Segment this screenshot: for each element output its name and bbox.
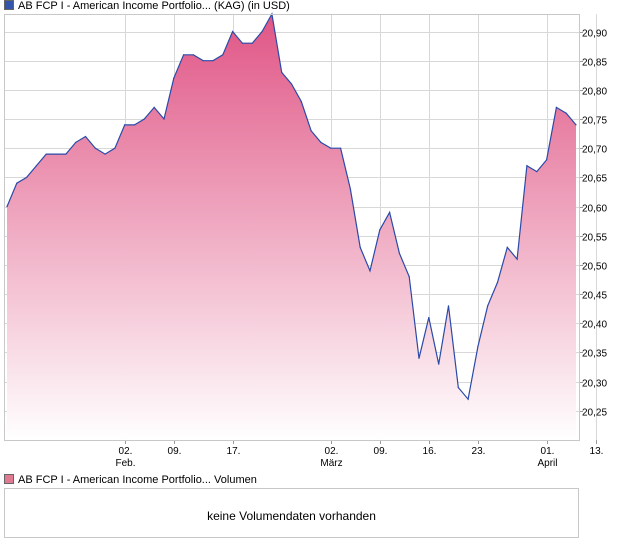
plot-border [4, 14, 580, 441]
price-point [565, 112, 567, 114]
price-point [447, 305, 450, 307]
price-point [6, 206, 8, 208]
x-tick-label: 02. [325, 446, 339, 457]
x-tick-label: 09. [168, 446, 182, 457]
price-point [65, 153, 67, 155]
price-legend-label: AB FCP I - American Income Portfolio... … [18, 0, 290, 12]
price-point [84, 135, 87, 138]
price-point [183, 54, 185, 56]
price-point [222, 54, 224, 56]
price-point [457, 386, 459, 389]
volume-legend-swatch [4, 474, 14, 484]
price-point [359, 246, 361, 248]
price-point [104, 153, 106, 155]
price-point [133, 124, 136, 126]
price-points [6, 13, 577, 400]
y-tick-label: 20,55 [582, 233, 607, 244]
price-point [516, 258, 518, 260]
price-point [555, 106, 558, 108]
price-point [418, 357, 420, 359]
price-point [349, 188, 351, 190]
price-point [546, 159, 548, 161]
price-point [320, 141, 322, 143]
price-point [389, 211, 391, 213]
volume-panel: keine Volumendaten vorhanden [4, 488, 579, 538]
price-point [467, 398, 469, 400]
y-tick-label: 20,80 [582, 87, 607, 98]
x-tick-label: 01. [541, 446, 555, 457]
y-tick-label: 20,75 [582, 116, 607, 127]
price-point [300, 100, 302, 103]
y-tick-label: 20,50 [582, 262, 607, 273]
price-point [290, 83, 293, 85]
y-tick-label: 20,65 [582, 174, 607, 185]
price-point [310, 130, 312, 132]
price-point [202, 60, 204, 62]
price-point [379, 229, 381, 231]
price-point [340, 147, 342, 149]
price-point [153, 106, 155, 108]
price-point [124, 124, 126, 126]
price-point [281, 71, 283, 73]
price-point [496, 281, 499, 283]
price-point [16, 182, 18, 184]
price-point [26, 176, 28, 178]
x-tick-label: 16. [423, 446, 437, 457]
y-tick-label: 20,25 [582, 408, 607, 419]
y-tick-label: 20,60 [582, 204, 607, 215]
x-tick-label: 13. [590, 446, 604, 457]
y-tick-label: 20,85 [582, 58, 607, 69]
y-axis: 20,25 20,30 20,35 20,40 20,45 20,50 20,55 20,60… [579, 29, 607, 419]
x-tick-label: 09. [374, 446, 388, 457]
price-legend-swatch [4, 0, 14, 10]
volume-empty-message: keine Volumendaten vorhanden [207, 509, 376, 523]
price-point [212, 60, 214, 62]
price-point [173, 77, 175, 79]
price-point [114, 147, 116, 149]
x-tick-label: 23. [472, 446, 486, 457]
price-point [575, 124, 577, 126]
x-tick-label: 02. [119, 446, 133, 457]
price-point [55, 153, 57, 155]
price-point [251, 42, 253, 44]
price-point [398, 252, 400, 254]
volume-legend: AB FCP I - American Income Portfolio... … [4, 474, 257, 487]
y-tick-label: 20,45 [582, 291, 607, 302]
price-point [477, 346, 479, 348]
y-tick-label: 20,70 [582, 145, 607, 156]
x-tick-sublabel: Feb. [115, 458, 135, 469]
price-area [7, 14, 576, 440]
price-point [75, 141, 77, 143]
price-point [143, 118, 145, 120]
price-point [94, 147, 96, 149]
price-point [330, 147, 332, 149]
price-point [232, 30, 234, 33]
price-point [241, 42, 243, 44]
price-legend: AB FCP I - American Income Portfolio... … [4, 0, 290, 13]
y-tick-label: 20,40 [582, 320, 607, 331]
price-point [192, 54, 194, 56]
x-tick-label: 17. [227, 446, 241, 457]
price-point [35, 165, 38, 167]
x-tick-sublabel: März [320, 458, 342, 469]
price-point [506, 246, 508, 248]
price-point [438, 363, 440, 365]
y-tick-label: 20,35 [582, 349, 607, 360]
y-tick-label: 20,30 [582, 379, 607, 390]
price-point [369, 270, 371, 272]
price-point [45, 153, 47, 155]
price-point [408, 276, 410, 278]
price-point [163, 118, 165, 120]
y-tick-label: 20,90 [582, 29, 607, 40]
volume-legend-label: AB FCP I - American Income Portfolio... … [18, 474, 257, 486]
price-point [428, 316, 430, 319]
price-point [536, 171, 538, 173]
price-point [487, 305, 489, 307]
price-point [261, 30, 263, 33]
x-tick-sublabel: April [537, 458, 557, 469]
price-point [526, 165, 528, 167]
